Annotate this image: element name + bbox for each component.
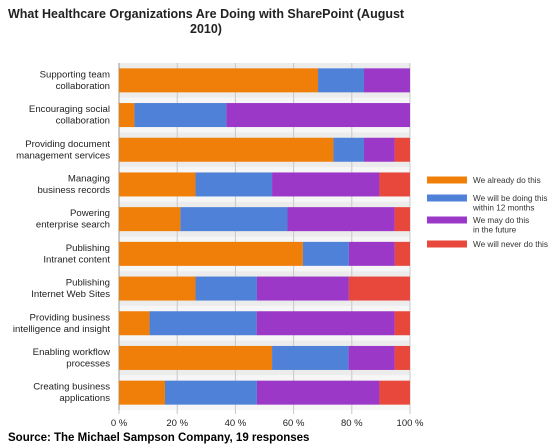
category-label: Powering [70, 208, 110, 219]
chart-title-line-1: What Healthcare Organizations Are Doing … [8, 7, 405, 21]
x-tick-label: 40 % [225, 418, 247, 429]
bar-segment [379, 172, 410, 197]
x-tick-label: 80 % [341, 418, 363, 429]
bar-segment [318, 68, 365, 93]
bar-segment [272, 345, 349, 370]
legend-swatch [427, 240, 467, 248]
bar-segment [180, 207, 288, 232]
legend-label: We already do this [473, 176, 541, 185]
category-label: Publishing [66, 243, 110, 254]
bar-segment [394, 311, 410, 336]
bar-segment [394, 241, 410, 266]
legend-swatch [427, 216, 467, 224]
legend: We already do this We will be doing thisw… [427, 176, 548, 249]
bar-segment [119, 380, 165, 405]
category-label: applications [59, 393, 110, 404]
bar-segment [364, 68, 410, 93]
bar-segment [256, 276, 349, 301]
category-label: Encouraging social [29, 104, 110, 115]
category-label: processes [66, 358, 110, 369]
category-label: Enabling workflow [33, 347, 110, 358]
source-note: Source: The Michael Sampson Company, 19 … [8, 432, 309, 444]
bar-segment [348, 241, 395, 266]
bars [119, 68, 410, 405]
category-label: management services [16, 150, 110, 161]
bar-segment [119, 172, 196, 197]
x-tick-label: 0 % [111, 418, 128, 429]
bar-segment [119, 68, 319, 93]
x-tick-label: 60 % [283, 418, 305, 429]
category-labels: Supporting teamcollaborationEncouraging … [13, 69, 110, 404]
bar-segment [119, 276, 196, 301]
legend-label: We will never do this [473, 240, 548, 249]
legend-label: in the future [473, 226, 517, 235]
bar-segment [119, 311, 150, 336]
legend-swatch [427, 194, 467, 202]
bar-segment [394, 137, 410, 162]
bar-segment [119, 103, 135, 128]
category-label: collaboration [56, 116, 110, 127]
bar-segment [119, 241, 303, 266]
x-tick-label: 100 % [397, 418, 424, 429]
bar-segment [195, 172, 273, 197]
bar-segment [394, 207, 410, 232]
category-label: Managing [68, 173, 110, 184]
legend-label: within 12 months [472, 204, 534, 213]
bar-segment [164, 380, 257, 405]
bar-segment [119, 137, 334, 162]
category-label: Providing business [29, 312, 110, 323]
bar-segment [119, 207, 181, 232]
bar-segment [394, 345, 410, 370]
x-tick-label: 20 % [166, 418, 188, 429]
category-label: Providing document [25, 139, 110, 150]
bar-segment [119, 345, 273, 370]
bar-segment [256, 311, 395, 336]
bar-segment [226, 103, 410, 128]
bar-segment [348, 345, 395, 370]
category-label: business records [37, 185, 110, 196]
bar-segment [333, 137, 365, 162]
category-label: collaboration [56, 81, 110, 92]
bar-segment [134, 103, 227, 128]
category-label: Publishing [66, 278, 110, 289]
bar-segment [364, 137, 395, 162]
bar-segment [195, 276, 257, 301]
bar-segment [379, 380, 410, 405]
bar-segment [272, 172, 380, 197]
category-label: Supporting team [40, 69, 110, 80]
x-axis-ticks: 0 % 20 % 40 % 60 % 80 % 100 % [111, 418, 424, 429]
legend-label: We will be doing this [473, 194, 547, 203]
bar-segment [348, 276, 410, 301]
category-label: enterprise search [36, 220, 110, 231]
legend-label: We may do this [473, 216, 529, 225]
chart-title-line-2: 2010) [190, 22, 222, 36]
bar-segment [149, 311, 257, 336]
bar-segment [287, 207, 395, 232]
category-label: Intranet content [43, 254, 110, 265]
legend-swatch [427, 176, 467, 184]
category-label: intelligence and insight [13, 324, 110, 335]
category-label: Creating business [33, 382, 110, 393]
category-label: Internet Web Sites [31, 289, 110, 300]
bar-segment [256, 380, 380, 405]
bar-segment [302, 241, 349, 266]
